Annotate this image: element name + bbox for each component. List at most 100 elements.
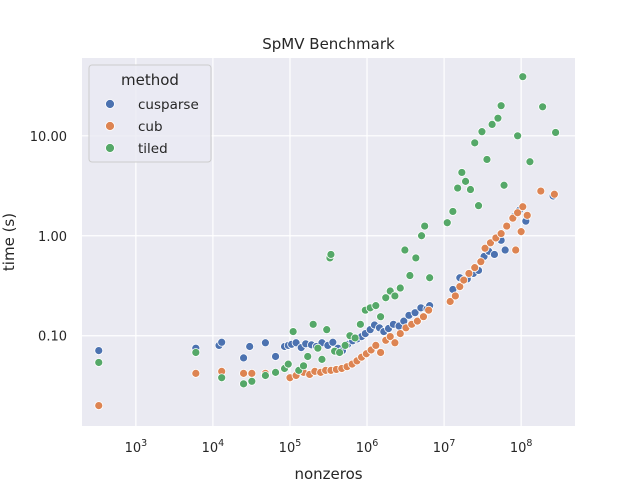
point-cub — [511, 245, 521, 255]
point-tiled — [477, 127, 487, 137]
point-cub — [419, 312, 428, 322]
point-cusparse — [490, 250, 499, 259]
point-tiled — [420, 221, 430, 231]
point-tiled — [308, 319, 318, 329]
point-cub — [502, 221, 512, 231]
y-tick-labels: 0.10 1.00 10.00 — [30, 130, 67, 345]
x-tick-label: 107 — [433, 438, 456, 456]
point-cub — [376, 348, 385, 357]
point-tiled — [247, 376, 257, 386]
point-tiled — [271, 367, 280, 377]
point-tiled — [400, 245, 410, 255]
point-tiled — [470, 138, 480, 148]
point-tiled — [457, 168, 467, 177]
legend-label-tiled: tiled — [138, 141, 168, 157]
point-cub — [191, 368, 201, 378]
point-tiled — [405, 271, 415, 280]
y-axis-label: time (s) — [0, 213, 18, 271]
point-tiled — [417, 231, 426, 241]
x-tick-label: 104 — [202, 438, 225, 456]
point-tiled — [442, 218, 452, 228]
point-cub — [412, 316, 422, 326]
y-tick-label: 0.10 — [38, 330, 67, 345]
x-tick-label: 105 — [279, 438, 302, 456]
point-cusparse — [239, 353, 248, 363]
point-cub — [486, 238, 495, 248]
legend-label-cub: cub — [138, 119, 163, 135]
point-cusparse — [217, 337, 227, 347]
point-tiled — [448, 207, 458, 216]
data-points — [94, 72, 560, 410]
point-cusparse — [328, 337, 338, 347]
point-tiled — [482, 155, 492, 164]
y-tick-label: 10.00 — [30, 130, 67, 145]
point-tiled — [496, 101, 506, 111]
point-tiled — [493, 113, 503, 123]
point-tiled — [94, 358, 104, 367]
point-tiled — [538, 102, 548, 112]
point-cusparse — [245, 342, 255, 351]
point-tiled — [466, 185, 475, 194]
point-tiled — [411, 253, 421, 263]
point-tiled — [390, 291, 400, 301]
point-tiled — [288, 327, 298, 336]
point-cub — [522, 210, 532, 220]
chart-title: SpMV Benchmark — [262, 35, 395, 53]
point-cub — [371, 341, 381, 350]
point-tiled — [239, 379, 248, 389]
point-tiled — [525, 157, 535, 167]
point-tiled — [326, 250, 336, 259]
point-cusparse — [410, 308, 420, 318]
point-cub — [513, 208, 523, 218]
point-tiled — [317, 354, 327, 364]
point-tiled — [487, 119, 497, 129]
point-tiled — [261, 371, 270, 380]
point-cub — [390, 338, 400, 348]
point-tiled — [376, 312, 385, 322]
point-tiled — [461, 176, 470, 186]
x-tick-label: 108 — [510, 438, 533, 456]
point-tiled — [303, 352, 313, 361]
point-cub — [450, 291, 460, 301]
point-cub — [247, 368, 257, 378]
point-cub — [395, 329, 405, 339]
point-cub — [385, 332, 395, 341]
point-cub — [239, 368, 248, 378]
y-tick-label: 1.00 — [38, 230, 67, 245]
legend-box — [88, 64, 212, 163]
x-tick-label: 106 — [356, 438, 379, 456]
x-tick-label: 103 — [125, 438, 148, 456]
point-tiled — [518, 72, 528, 82]
point-cusparse — [261, 338, 270, 348]
point-cub — [516, 227, 526, 237]
x-tick-labels: 103 104 105 106 107 108 — [125, 438, 533, 456]
point-tiled — [474, 201, 483, 211]
legend-marker-tiled — [105, 143, 115, 153]
point-cub — [480, 243, 490, 253]
point-cub — [476, 257, 486, 267]
point-cub — [424, 305, 434, 315]
point-tiled — [551, 128, 560, 137]
point-cub — [464, 269, 474, 278]
point-cusparse — [271, 352, 280, 361]
point-tiled — [395, 283, 405, 293]
point-cub — [94, 401, 104, 410]
legend-marker-cusparse — [105, 99, 115, 109]
point-tiled — [350, 333, 360, 343]
point-tiled — [453, 183, 463, 193]
point-cub — [536, 186, 546, 196]
point-cub — [508, 213, 518, 223]
point-tiled — [217, 373, 227, 383]
point-cub — [518, 202, 528, 212]
point-cub — [496, 229, 506, 239]
legend-title: method — [121, 71, 179, 89]
point-tiled — [283, 359, 293, 369]
point-tiled — [513, 131, 523, 141]
x-axis-label: nonzeros — [294, 465, 362, 480]
point-tiled — [313, 343, 323, 353]
legend: method cusparse cub tiled — [88, 64, 212, 163]
point-cub — [549, 189, 559, 199]
point-cub — [470, 263, 480, 273]
point-tiled — [335, 348, 344, 357]
